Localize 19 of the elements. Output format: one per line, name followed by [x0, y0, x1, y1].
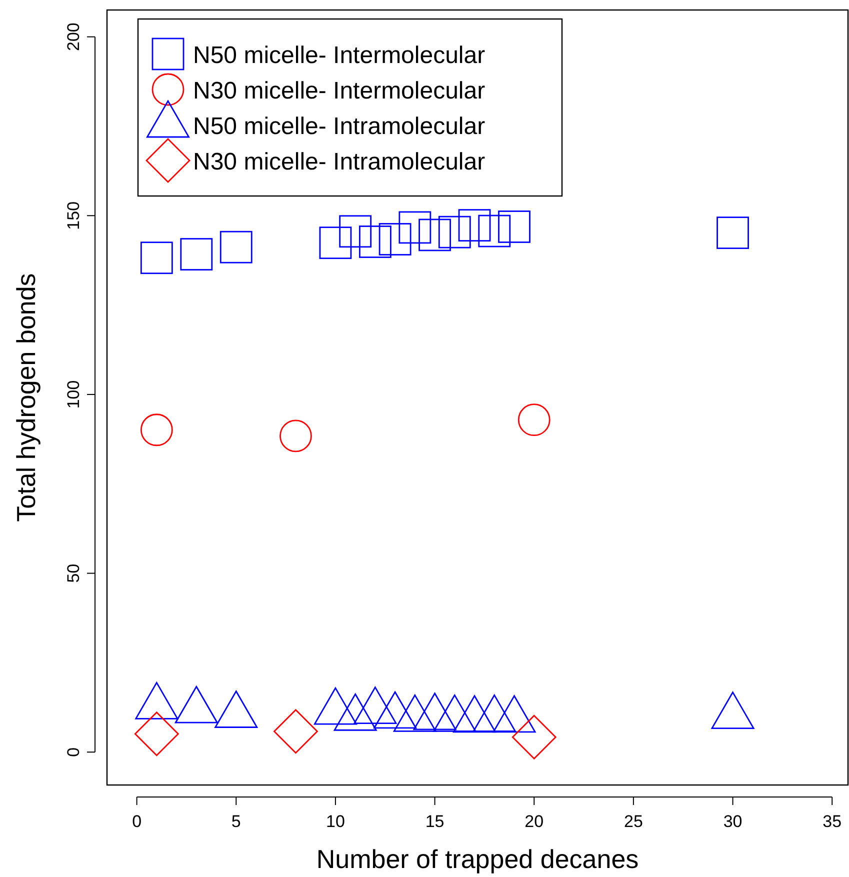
- legend-label: N30 micelle- Intramolecular: [193, 148, 486, 176]
- x-tick-label: 0: [132, 812, 142, 831]
- x-tick-label: 10: [326, 812, 345, 831]
- legend-label: N30 micelle- Intermolecular: [193, 78, 486, 104]
- legend-label: N50 micelle- Intramolecular: [193, 113, 486, 140]
- x-tick-label: 35: [822, 812, 842, 831]
- y-tick-label: 0: [64, 747, 83, 757]
- x-tick-label: 5: [231, 812, 241, 831]
- x-axis-title: Number of trapped decanes: [316, 844, 639, 874]
- y-tick-label: 100: [64, 380, 83, 409]
- y-tick-label: 50: [64, 564, 83, 583]
- x-tick-label: 15: [425, 812, 444, 831]
- y-tick-label: 150: [64, 201, 83, 230]
- x-tick-label: 20: [524, 812, 544, 831]
- legend-label: N50 micelle- Intermolecular: [193, 42, 486, 69]
- y-axis-title: Total hydrogen bonds: [11, 273, 41, 522]
- y-tick-label: 200: [64, 22, 83, 52]
- x-tick-label: 30: [723, 812, 742, 831]
- x-tick-label: 25: [624, 812, 643, 831]
